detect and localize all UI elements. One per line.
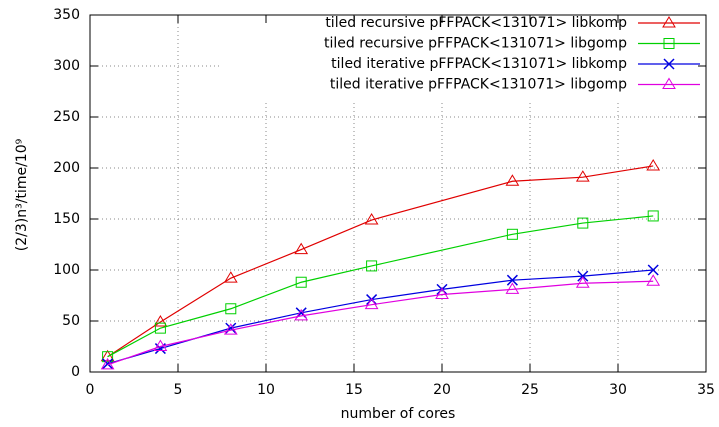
marker (364, 297, 379, 310)
series-line (107, 165, 654, 358)
marker (575, 276, 590, 288)
y-tick-label: 150 (53, 211, 80, 227)
marker (295, 276, 307, 288)
marker (662, 16, 676, 28)
marker (223, 323, 238, 335)
marker (364, 213, 379, 225)
marker (663, 38, 675, 49)
y-axis-label: (2/3)n³/time/10⁹ (14, 138, 30, 251)
marker (102, 358, 114, 370)
marker (577, 270, 589, 282)
marker (223, 271, 238, 283)
marker (647, 264, 659, 276)
y-tick-label: 50 (62, 313, 80, 329)
plot-frame (89, 14, 707, 373)
y-tick-label: 250 (53, 109, 80, 125)
marker (154, 322, 166, 334)
marker (225, 303, 237, 315)
y-tick-label: 300 (53, 58, 80, 74)
x-tick-label: 0 (86, 382, 95, 398)
marker (506, 274, 518, 286)
marker (577, 217, 589, 229)
marker (153, 339, 168, 351)
series-line (107, 280, 654, 366)
x-tick-label: 5 (174, 382, 183, 398)
marker (294, 242, 309, 255)
x-tick-label: 30 (609, 382, 627, 398)
y-tick-label: 200 (53, 160, 80, 176)
marker (435, 287, 449, 299)
marker (506, 228, 518, 240)
y-tick-label: 350 (53, 7, 80, 23)
series-line (107, 215, 654, 358)
x-tick-label: 15 (345, 382, 363, 398)
marker (646, 158, 661, 171)
marker (154, 343, 166, 355)
legend-label: tiled iterative pFFPACK<131071> libgomp (330, 77, 627, 93)
legend-label: tiled iterative pFFPACK<131071> libkomp (331, 56, 627, 72)
marker (102, 351, 114, 363)
y-tick-label: 0 (71, 364, 80, 380)
marker (646, 274, 661, 286)
marker (100, 357, 115, 370)
marker (505, 282, 520, 294)
x-axis-label: number of cores (341, 406, 456, 422)
marker (663, 58, 675, 70)
x-tick-label: 35 (697, 382, 715, 398)
legend-label: tiled recursive pFFPACK<131071> libkomp (325, 15, 627, 31)
marker (647, 210, 659, 222)
marker (505, 174, 520, 186)
y-tick-label: 100 (53, 262, 80, 278)
x-tick-label: 10 (257, 382, 275, 398)
marker (366, 260, 378, 272)
marker (662, 77, 676, 89)
legend-label: tiled recursive pFFPACK<131071> libgomp (324, 36, 627, 52)
marker (575, 170, 590, 182)
x-tick-label: 25 (521, 382, 539, 398)
marker (153, 315, 168, 327)
marker (294, 308, 309, 321)
x-tick-label: 20 (433, 382, 451, 398)
